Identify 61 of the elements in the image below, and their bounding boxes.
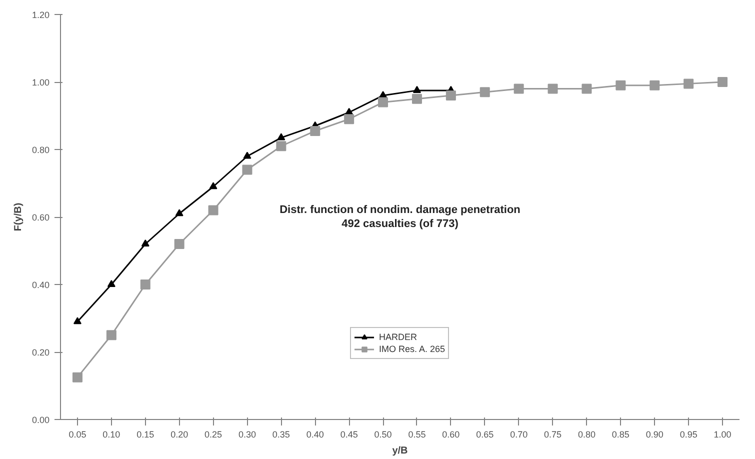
point xyxy=(140,280,150,290)
point xyxy=(107,280,116,288)
x-axis-title: y/B xyxy=(392,446,408,456)
point xyxy=(446,90,456,100)
x-tick-label: 0.05 xyxy=(68,430,86,440)
x-tick-label: 0.20 xyxy=(170,430,188,440)
point xyxy=(480,87,490,98)
x-tick-label: 0.95 xyxy=(680,430,698,440)
point xyxy=(73,317,82,324)
x-tick-label: 0.60 xyxy=(442,430,460,440)
point xyxy=(72,372,82,382)
x-tick-label: 0.80 xyxy=(578,430,596,440)
point xyxy=(209,182,218,190)
y-tick-label: 1.00 xyxy=(32,78,50,88)
x-tick-label: 0.10 xyxy=(102,430,120,440)
point xyxy=(514,84,524,94)
point xyxy=(344,114,354,124)
y-tick-label: 0.20 xyxy=(32,348,50,358)
x-tick-label: 0.70 xyxy=(510,430,528,440)
y-tick-label: 0.00 xyxy=(32,415,50,425)
x-tick-label: 0.85 xyxy=(612,430,630,440)
point xyxy=(174,239,184,249)
x-tick-label: 0.55 xyxy=(408,430,426,440)
x-tick-label: 0.50 xyxy=(374,430,392,440)
y-tick-label: 1.20 xyxy=(32,10,50,20)
point xyxy=(277,133,286,140)
x-tick-label: 0.75 xyxy=(544,430,562,440)
x-tick-label: 0.15 xyxy=(136,430,154,440)
point xyxy=(243,152,252,159)
point xyxy=(379,90,388,98)
point xyxy=(106,330,116,340)
annotation: Distr. function of nondim. damage penetration 492 casualties (of 773) xyxy=(280,204,521,230)
point xyxy=(208,205,218,216)
point xyxy=(718,77,728,87)
point xyxy=(684,78,694,89)
point xyxy=(412,94,422,104)
x-tick-label: 0.45 xyxy=(340,430,358,440)
point xyxy=(616,80,626,90)
point xyxy=(378,97,388,108)
point xyxy=(582,84,592,94)
x-tick-label: 1.00 xyxy=(714,430,732,440)
x-tick-label: 0.25 xyxy=(204,430,222,440)
point xyxy=(412,86,421,93)
x-tick-label: 0.90 xyxy=(646,430,664,440)
y-tick-label: 0.40 xyxy=(32,280,50,290)
x-tick-label: 0.35 xyxy=(272,430,290,440)
y-tick-label: 0.60 xyxy=(32,212,50,222)
point xyxy=(650,80,660,90)
point xyxy=(548,84,558,94)
x-tick-label: 0.40 xyxy=(306,430,324,440)
x-tick-label: 0.30 xyxy=(238,430,256,440)
point xyxy=(141,239,150,247)
legend-label: IMO Res. A. 265 xyxy=(379,343,446,355)
point xyxy=(276,141,286,152)
point xyxy=(310,126,320,136)
y-tick-label: 0.80 xyxy=(32,145,50,155)
point xyxy=(175,209,184,216)
legend-label: HARDER xyxy=(379,331,418,343)
x-tick-label: 0.65 xyxy=(476,430,494,440)
point xyxy=(242,164,252,175)
y-axis-title: F(y/B) xyxy=(12,202,24,232)
